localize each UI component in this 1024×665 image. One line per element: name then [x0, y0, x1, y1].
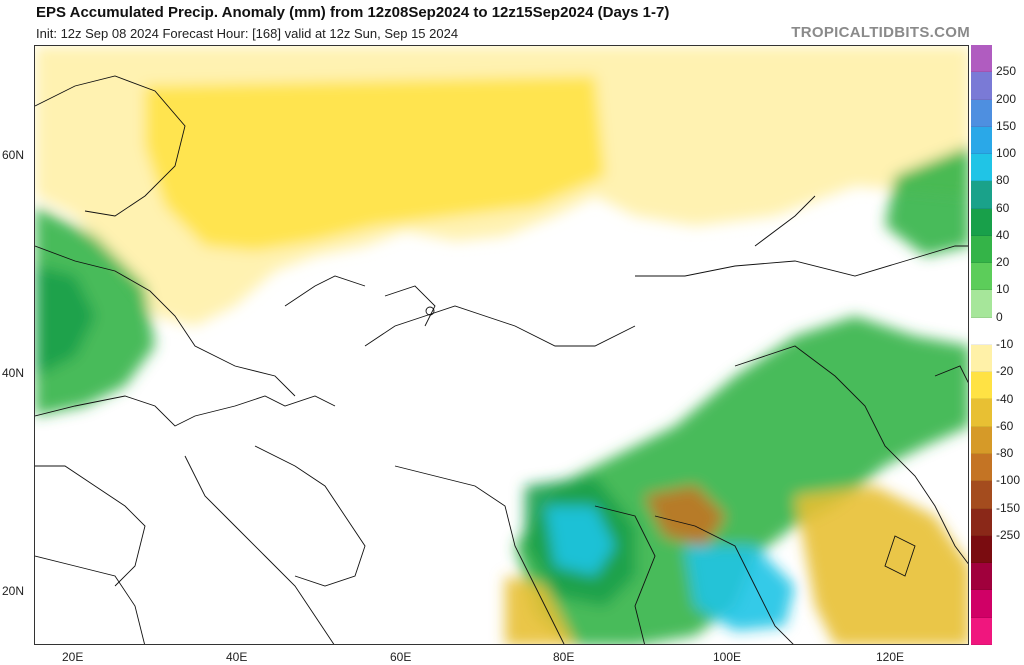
colorbar-swatch	[971, 181, 992, 209]
colorbar-label: 200	[996, 91, 1017, 106]
lon-label-80e: 80E	[553, 650, 575, 664]
colorbar-swatch	[971, 563, 992, 591]
wet-anomaly-west	[35, 206, 155, 416]
lon-label-120e: 120E	[876, 650, 905, 664]
wet-anomaly-northeast	[885, 146, 968, 256]
colorbar-swatch	[971, 344, 992, 373]
lat-label-20n: 20N	[2, 584, 25, 598]
colorbar-swatch	[971, 317, 992, 345]
colorbar-label: -80	[996, 446, 1014, 461]
colorbar-label: 60	[996, 200, 1010, 215]
map-subtitle: Init: 12z Sep 08 2024 Forecast Hour: [16…	[36, 26, 459, 41]
dry-anomaly-south-india	[505, 576, 574, 644]
colorbar-swatch	[971, 426, 992, 454]
colorbar-swatch	[971, 72, 992, 100]
lon-label-40e: 40E	[226, 650, 248, 664]
dry-anomaly-south-china	[795, 486, 968, 644]
wet-anomaly-southeast-asia	[685, 546, 795, 631]
colorbar-label: 150	[996, 118, 1017, 133]
colorbar	[971, 45, 992, 645]
colorbar-label: -250	[996, 527, 1021, 542]
colorbar-label: -100	[996, 473, 1021, 488]
wet-anomaly-west-core	[35, 266, 95, 376]
colorbar-swatch	[971, 99, 992, 127]
colorbar-swatch	[971, 617, 992, 645]
colorbar-swatch	[971, 481, 992, 509]
colorbar-swatch	[971, 208, 992, 236]
dry-anomaly-core	[145, 76, 605, 251]
lat-label-40n: 40N	[2, 366, 25, 380]
colorbar-label: 100	[996, 146, 1017, 161]
colorbar-label: -20	[996, 364, 1014, 379]
precip-anomaly-map[interactable]	[34, 45, 969, 645]
map-title: EPS Accumulated Precip. Anomaly (mm) fro…	[36, 4, 670, 21]
colorbar-swatch	[971, 372, 992, 400]
wet-anomaly-india-core	[545, 506, 615, 576]
colorbar-swatch	[971, 45, 992, 73]
colorbar-label: 10	[996, 282, 1010, 297]
colorbar-label: 40	[996, 227, 1010, 242]
colorbar-swatch	[971, 263, 992, 291]
anomaly-field	[35, 46, 968, 644]
lat-label-60n: 60N	[2, 148, 25, 162]
coastlines	[35, 75, 968, 644]
colorbar-swatch	[971, 453, 992, 482]
colorbar-swatch	[971, 399, 992, 427]
colorbar-label: -10	[996, 337, 1014, 351]
colorbar-label: -60	[996, 418, 1014, 433]
colorbar-label: 20	[996, 255, 1010, 270]
lon-label-20e: 20E	[62, 650, 84, 664]
colorbar-label: 80	[996, 173, 1010, 188]
colorbar-swatch	[971, 154, 992, 182]
lon-label-60e: 60E	[390, 650, 412, 664]
colorbar-swatch	[971, 235, 992, 264]
lon-label-100e: 100E	[713, 650, 742, 664]
colorbar-swatch	[971, 535, 992, 564]
colorbar-swatch	[971, 508, 992, 536]
colorbar-label: 0	[996, 309, 1003, 324]
colorbar-label: -40	[996, 391, 1014, 406]
colorbar-swatch	[971, 590, 992, 618]
colorbar-swatch	[971, 126, 992, 155]
colorbar-swatch	[971, 290, 992, 318]
colorbar-label: -150	[996, 500, 1021, 515]
map-canvas	[35, 46, 968, 644]
colorbar-label: 250	[996, 64, 1017, 79]
brand-watermark: TROPICALTIDBITS.COM	[791, 24, 970, 41]
